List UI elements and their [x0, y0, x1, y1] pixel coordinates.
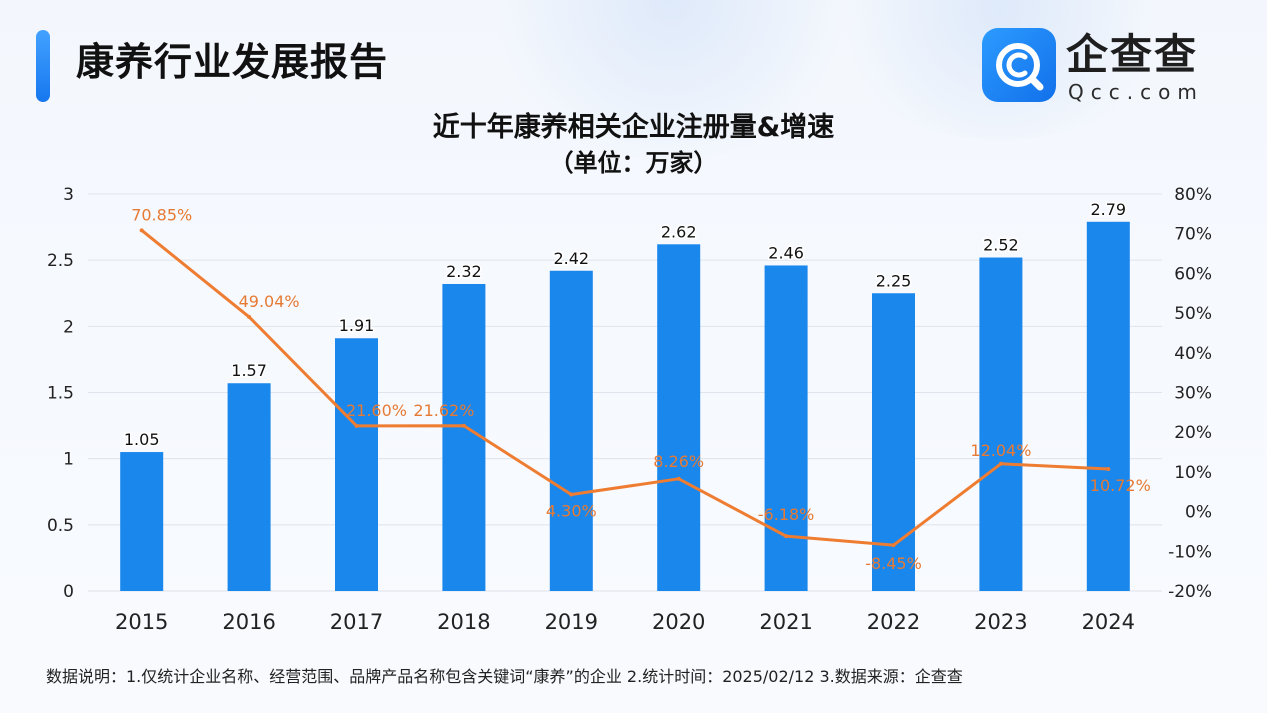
growth-point [891, 543, 896, 548]
growth-value-label: -6.18% [758, 505, 815, 524]
bar [549, 270, 593, 591]
page-title: 康养行业发展报告 [76, 40, 389, 84]
y2-tick-label: 0% [1185, 503, 1212, 523]
bar [1086, 221, 1130, 592]
y2-tick-label: 70% [1174, 225, 1212, 245]
growth-point [998, 461, 1003, 466]
x-tick-label: 2015 [115, 610, 168, 634]
growth-value-label: 21.60% [346, 401, 407, 420]
growth-point [569, 492, 574, 497]
bar [335, 338, 378, 591]
growth-line [140, 228, 1110, 547]
x-tick-label: 2018 [437, 610, 490, 634]
growth-point [1106, 467, 1111, 472]
bar [764, 265, 808, 591]
footnote: 数据说明：1.仅统计企业名称、经营范围、品牌产品名称包含关键词“康养”的企业 2… [46, 667, 963, 686]
bar [442, 283, 486, 591]
y2-tick-label: -20% [1168, 582, 1212, 602]
bar-value-label: 2.52 [983, 236, 1019, 255]
y-tick-label: 2 [63, 317, 74, 337]
x-tick-label: 2023 [974, 610, 1027, 634]
growth-value-label: 8.26% [653, 452, 704, 471]
bar-value-label: 1.57 [231, 361, 267, 380]
growth-value-label: 49.04% [239, 292, 300, 311]
growth-point [139, 228, 144, 233]
y2-tick-label: -10% [1168, 542, 1212, 562]
y2-tick-label: 80% [1174, 185, 1212, 205]
y2-tick-label: 10% [1174, 463, 1212, 483]
y-tick-label: 2.5 [47, 251, 74, 271]
qcc-logo: 企查查 Qcc.com [982, 28, 1222, 104]
growth-point [247, 314, 252, 319]
y-tick-label: 3 [63, 185, 74, 205]
growth-point [784, 534, 789, 539]
x-tick-label: 2016 [222, 610, 275, 634]
x-tick-label: 2019 [545, 610, 598, 634]
bar-value-label: 2.42 [553, 249, 589, 268]
growth-value-label: 4.30% [546, 502, 597, 521]
x-tick-label: 2021 [759, 610, 812, 634]
y2-tick-label: 50% [1174, 304, 1212, 324]
y2-tick-label: 30% [1174, 384, 1212, 404]
growth-value-label: 21.62% [413, 401, 474, 420]
growth-value-label: 70.85% [131, 205, 192, 224]
bar-value-label: 2.25 [876, 271, 912, 290]
chart-title: 近十年康养相关企业注册量&增速 [432, 112, 835, 143]
y-tick-label: 0 [63, 582, 74, 602]
bar [227, 383, 271, 591]
y-tick-label: 1 [63, 450, 74, 470]
bar-value-label: 1.05 [124, 430, 160, 449]
y-tick-label: 0.5 [47, 516, 74, 536]
growth-point [676, 476, 681, 481]
x-tick-label: 2020 [652, 610, 705, 634]
bar [979, 257, 1023, 591]
header-accent-bar [36, 30, 50, 102]
y2-tick-label: 40% [1174, 344, 1212, 364]
y2-tick-label: 20% [1174, 423, 1212, 443]
y-tick-label: 1.5 [47, 384, 74, 404]
growth-value-label: 10.72% [1090, 476, 1151, 495]
bar [872, 293, 915, 591]
growth-value-label: 12.04% [970, 441, 1031, 460]
bar [657, 244, 701, 591]
bar-value-label: 2.79 [1090, 200, 1126, 219]
chart-subtitle: （单位：万家） [549, 149, 718, 177]
y2-tick-label: 60% [1174, 264, 1212, 284]
growth-point [354, 423, 359, 428]
bar [120, 452, 164, 591]
growth-point [461, 423, 466, 428]
bar-value-label: 1.91 [339, 316, 375, 335]
growth-value-label: -8.45% [865, 554, 922, 573]
magnifier-c-icon [982, 28, 1056, 102]
x-tick-label: 2022 [867, 610, 920, 634]
bar-value-label: 2.62 [661, 222, 697, 241]
logo-url: Qcc.com [1068, 80, 1204, 104]
bar-value-label: 2.46 [768, 243, 804, 262]
logo-name: 企查查 [1066, 30, 1199, 79]
x-tick-label: 2024 [1082, 610, 1135, 634]
bar-value-label: 2.32 [446, 262, 482, 281]
x-tick-label: 2017 [330, 610, 383, 634]
